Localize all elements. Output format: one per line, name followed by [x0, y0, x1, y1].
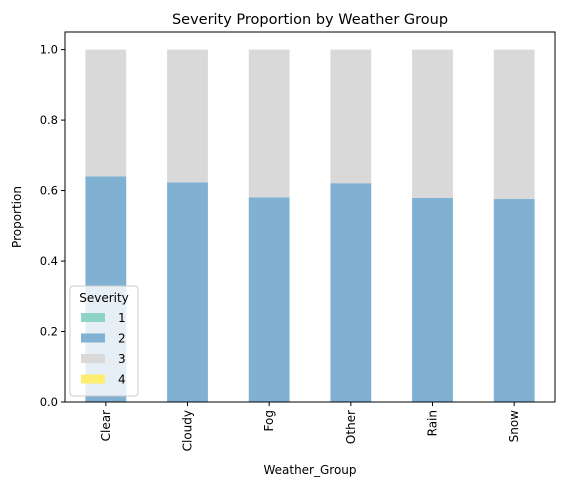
y-tick-label: 0.2	[40, 325, 58, 339]
legend-swatch-severity-3	[81, 354, 105, 363]
x-axis: Clear Cloudy Fog Other Rain Snow	[99, 402, 521, 451]
bar-snow-severity-3	[493, 49, 535, 200]
legend-label-severity-2: 2	[118, 332, 126, 346]
legend: Severity 1 2 3 4	[69, 285, 139, 397]
legend-swatch-severity-1	[81, 313, 105, 322]
x-axis-label: Weather_Group	[263, 463, 356, 477]
chart-title: Severity Proportion by Weather Group	[172, 12, 448, 28]
bar-snow-severity-2	[493, 199, 535, 402]
x-tick-label: Snow	[507, 410, 521, 443]
y-axis: 0.0 0.2 0.4 0.6 0.8 1.0	[40, 43, 65, 409]
bar-fog-severity-2	[248, 197, 290, 402]
bar-cloudy-severity-3	[167, 49, 208, 183]
legend-title: Severity	[79, 291, 129, 305]
y-axis-label: Proportion	[10, 186, 24, 248]
x-tick-label: Cloudy	[181, 410, 195, 451]
bar-rain-severity-2	[412, 197, 453, 402]
bar-other-severity-3	[330, 49, 372, 184]
legend-label-severity-4: 4	[118, 373, 126, 387]
y-tick-label: 0.6	[40, 184, 58, 198]
y-tick-label: 0.4	[40, 254, 58, 268]
x-tick-label: Fog	[262, 410, 276, 431]
bar-other-severity-2	[330, 183, 372, 402]
bar-rain-severity-3	[412, 49, 453, 198]
x-tick-label: Other	[344, 410, 358, 444]
legend-swatch-severity-2	[81, 333, 105, 343]
x-tick-label: Clear	[99, 410, 113, 441]
bars-group	[85, 49, 535, 402]
y-tick-label: 0.0	[40, 395, 58, 409]
y-tick-label: 0.8	[40, 113, 58, 127]
bar-clear-severity-3	[85, 49, 127, 177]
plot-frame	[64, 31, 556, 403]
legend-label-severity-1: 1	[118, 311, 126, 325]
bar-fog-severity-3	[248, 49, 290, 198]
bar-cloudy-severity-2	[167, 182, 208, 402]
legend-swatch-severity-4	[81, 374, 105, 384]
x-tick-label: Rain	[426, 410, 440, 436]
y-tick-label: 1.0	[40, 43, 58, 57]
legend-label-severity-3: 3	[118, 352, 126, 366]
